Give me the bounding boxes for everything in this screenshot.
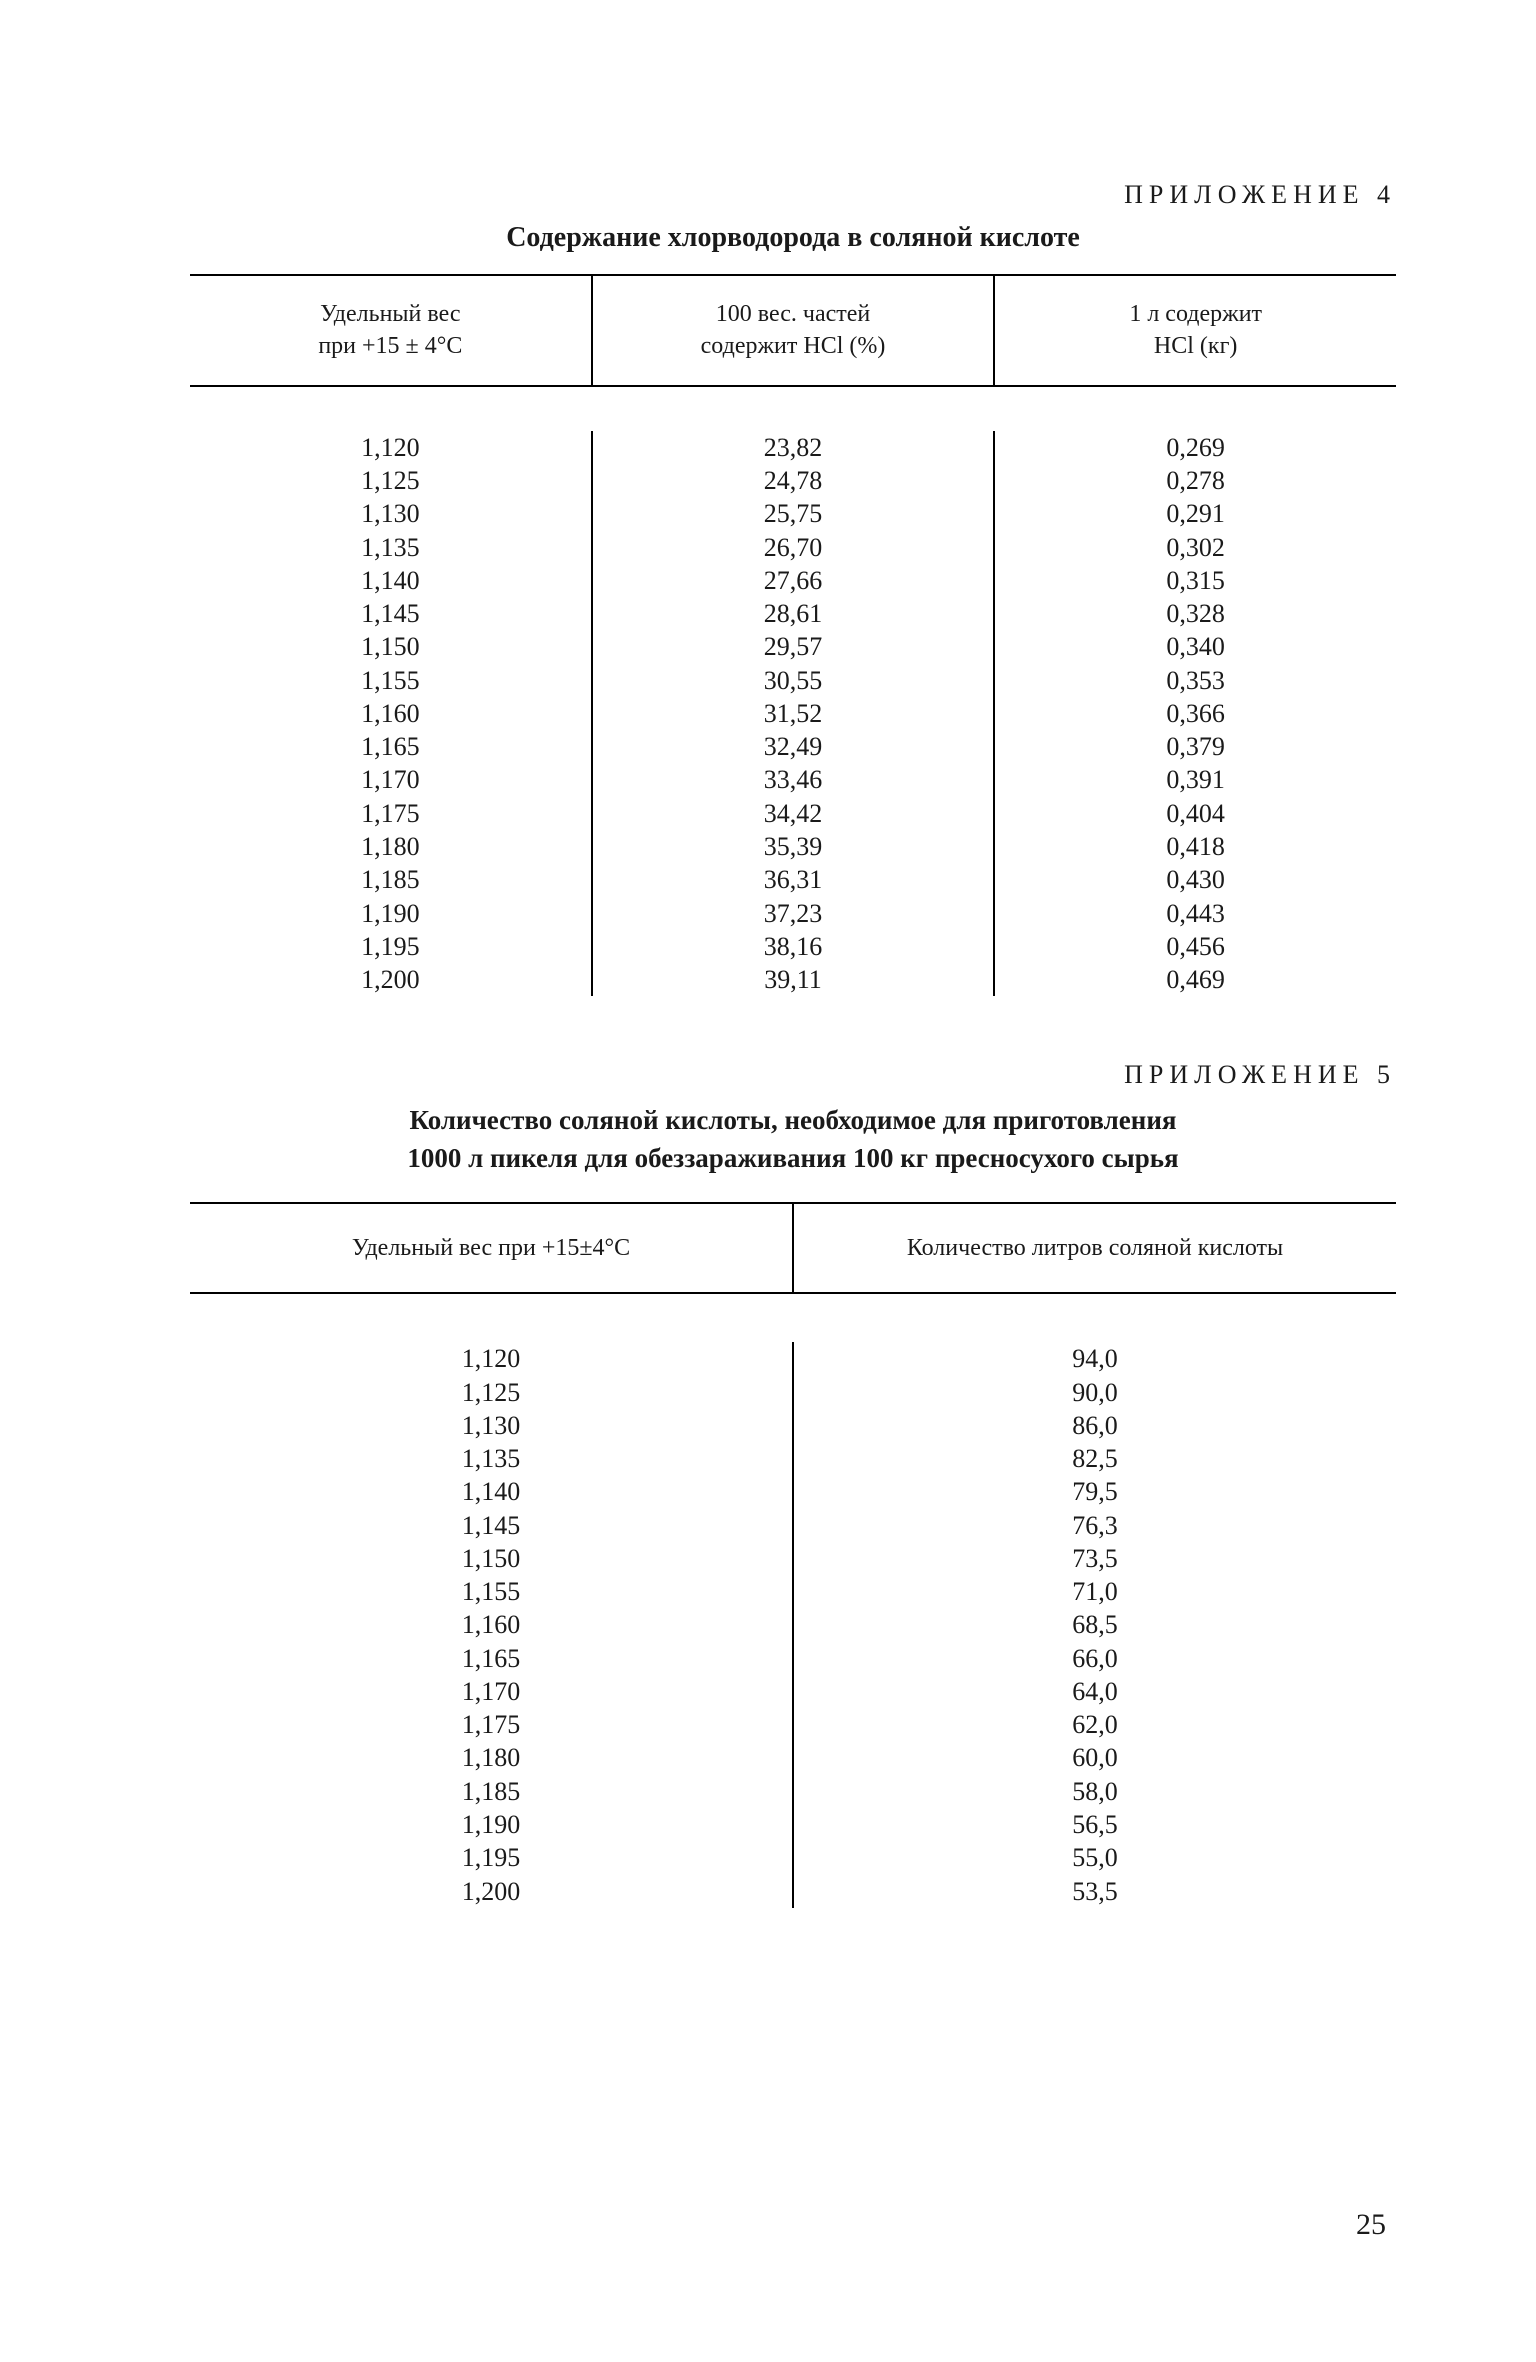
appendix-5-title-line1: Количество соляной кислоты, необходимое … bbox=[409, 1105, 1176, 1135]
col1-header-line1: Удельный вес bbox=[320, 301, 460, 327]
table-header-wrap: Удельный вес при +15±4°C Количество литр… bbox=[190, 1202, 1396, 1294]
appendix-5-title-line2: 1000 л пикеля для обеззараживания 100 кг… bbox=[407, 1143, 1178, 1173]
col1-header-line2: при +15 ± 4°C bbox=[318, 333, 462, 359]
appendix-4-title: Содержание хлорводорода в соляной кислот… bbox=[190, 222, 1396, 254]
col2-header: Количество литров соляной кислоты bbox=[794, 1204, 1396, 1292]
spacer bbox=[190, 1014, 1396, 1060]
table-header-row: Удельный вес при +15 ± 4°C 100 вес. част… bbox=[190, 276, 1396, 385]
col1-header: Удельный вес при +15 ± 4°C bbox=[190, 276, 593, 385]
col2-header-line1: 100 вес. частей bbox=[716, 301, 870, 327]
col2-values: 94,090,086,082,579,576,373,571,068,566,0… bbox=[794, 1342, 1396, 1908]
table-header-row: Удельный вес при +15±4°C Количество литр… bbox=[190, 1204, 1396, 1292]
col1-values: 1,1201,1251,1301,1351,1401,1451,1501,155… bbox=[190, 1342, 794, 1908]
col3-header-line1: 1 л содержит bbox=[1129, 301, 1262, 327]
table-header-wrap: Удельный вес при +15 ± 4°C 100 вес. част… bbox=[190, 274, 1396, 387]
col3-header: 1 л содержит HCl (кг) bbox=[995, 276, 1396, 385]
appendix-4-table: Удельный вес при +15 ± 4°C 100 вес. част… bbox=[190, 274, 1396, 1014]
col2-values: 23,8224,7825,7526,7027,6628,6129,5730,55… bbox=[593, 431, 996, 997]
col1-header: Удельный вес при +15±4°C bbox=[190, 1204, 794, 1292]
col1-values: 1,1201,1251,1301,1351,1401,1451,1501,155… bbox=[190, 431, 593, 997]
page-number: 25 bbox=[1356, 2208, 1386, 2242]
appendix-4-label: ПРИЛОЖЕНИЕ 4 bbox=[190, 180, 1396, 210]
appendix-5-table: Удельный вес при +15±4°C Количество литр… bbox=[190, 1202, 1396, 1932]
appendix-5-title: Количество соляной кислоты, необходимое … bbox=[283, 1102, 1303, 1178]
col2-header: 100 вес. частей содержит HCl (%) bbox=[593, 276, 996, 385]
col2-header-line2: содержит HCl (%) bbox=[701, 333, 886, 359]
table-body: 1,1201,1251,1301,1351,1401,1451,1501,155… bbox=[190, 1294, 1396, 1932]
appendix-5-label: ПРИЛОЖЕНИЕ 5 bbox=[190, 1060, 1396, 1090]
col3-values: 0,2690,2780,2910,3020,3150,3280,3400,353… bbox=[995, 431, 1396, 997]
table-body: 1,1201,1251,1301,1351,1401,1451,1501,155… bbox=[190, 387, 1396, 1015]
document-page: ПРИЛОЖЕНИЕ 4 Содержание хлорводорода в с… bbox=[0, 0, 1536, 2362]
col3-header-line2: HCl (кг) bbox=[1154, 333, 1238, 359]
